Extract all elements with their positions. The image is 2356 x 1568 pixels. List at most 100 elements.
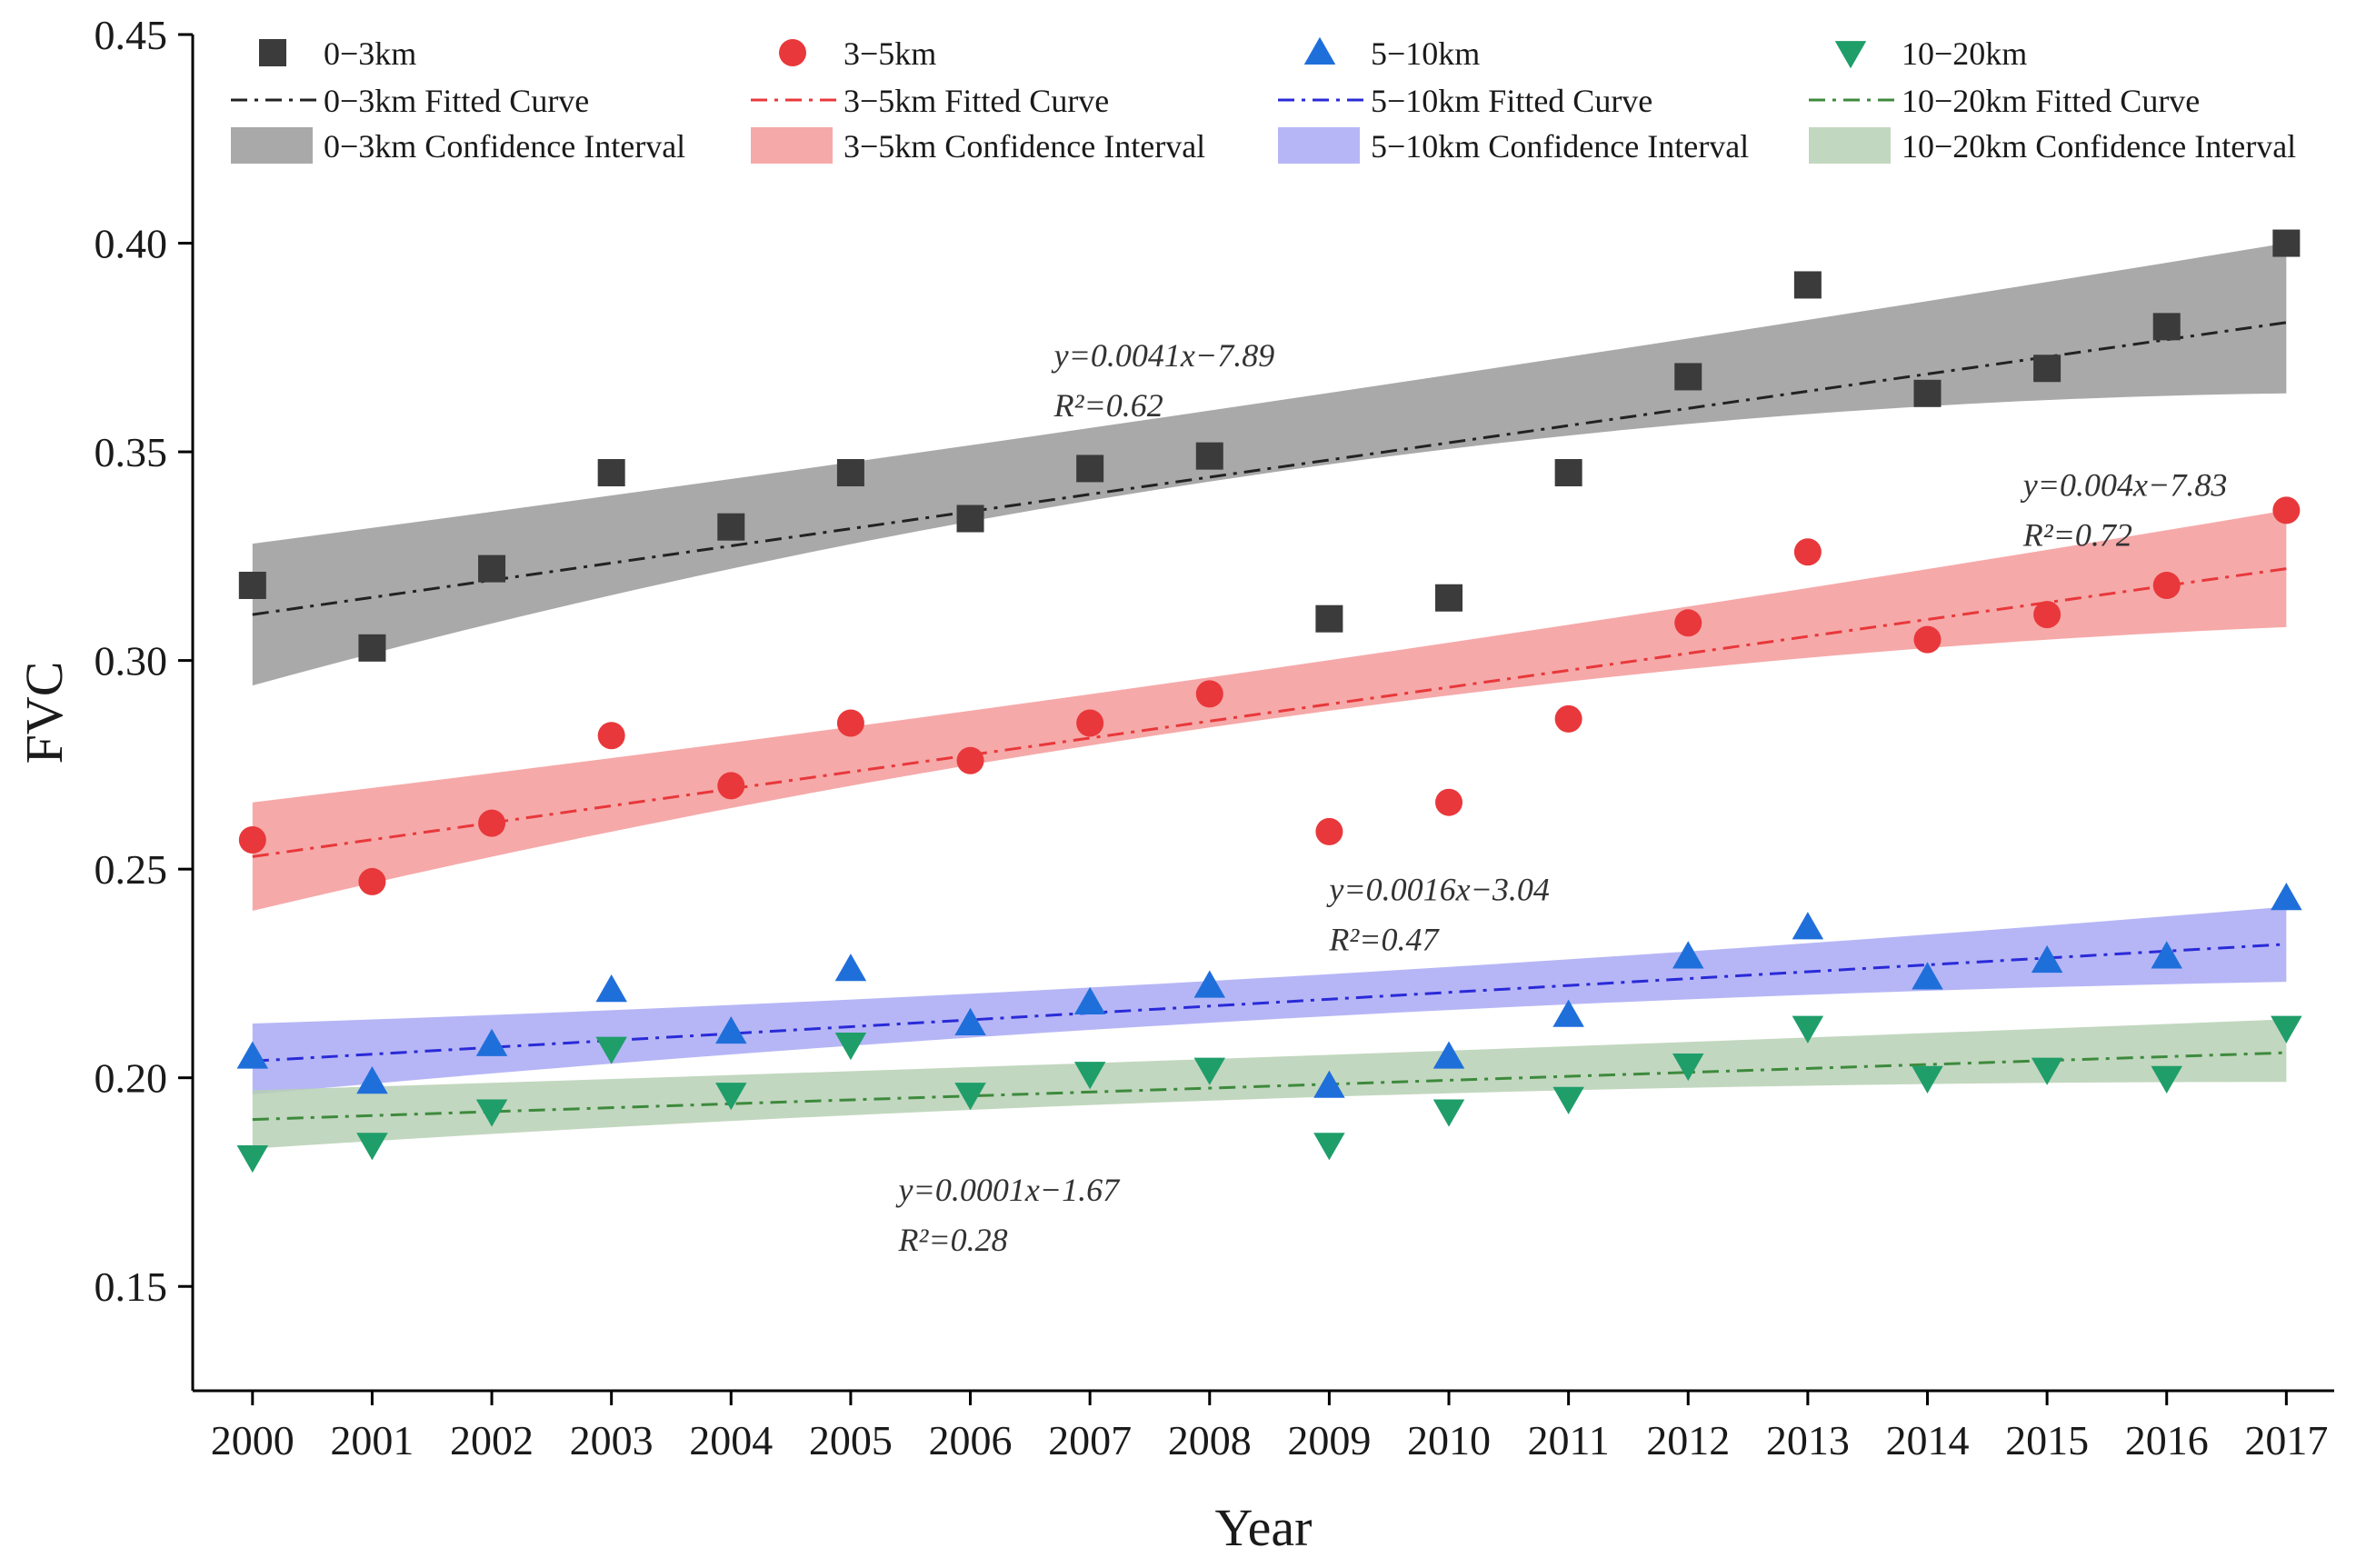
regression-equation-2: y=0.0016x−3.04 (1326, 872, 1550, 908)
point-s0-2009 (1315, 604, 1343, 633)
legend-band-label-0: 0−3km Confidence Interval (324, 128, 685, 165)
point-s3-2011 (1552, 1086, 1584, 1114)
x-tick-label: 2007 (1048, 1417, 1132, 1463)
point-s2-2010 (1433, 1041, 1465, 1069)
x-tick-label: 2009 (1287, 1417, 1371, 1463)
regression-equation-1: y=0.004x−7.83 (2021, 466, 2228, 503)
x-axis-title: Year (1215, 1498, 1313, 1557)
x-tick-label: 2014 (1885, 1417, 1969, 1463)
point-s2-2006 (954, 1007, 986, 1035)
point-s0-2010 (1435, 584, 1463, 612)
x-tick-label: 2010 (1407, 1417, 1491, 1463)
point-s0-2008 (1195, 442, 1223, 470)
point-s3-2014 (1912, 1065, 1943, 1094)
legend-band-swatch-0 (231, 127, 313, 164)
point-s3-2004 (715, 1083, 747, 1111)
legend-fit-label-1: 3−5km Fitted Curve (844, 83, 1109, 119)
point-s2-2002 (475, 1028, 508, 1056)
point-s2-2012 (1672, 941, 1704, 969)
point-s3-2003 (595, 1036, 627, 1064)
point-s1-2017 (2272, 496, 2301, 524)
point-s3-2001 (356, 1133, 388, 1161)
point-s3-2016 (2151, 1065, 2182, 1094)
x-tick-label: 2004 (689, 1417, 773, 1463)
confidence-bands (252, 243, 2287, 1149)
point-s2-2000 (236, 1041, 269, 1069)
point-s2-2001 (356, 1066, 388, 1094)
x-tick-label: 2000 (211, 1417, 294, 1463)
point-s2-2008 (1193, 970, 1226, 998)
point-s1-2000 (238, 826, 266, 854)
legend-fit-label-3: 10−20km Fitted Curve (1902, 83, 2200, 119)
point-s2-2007 (1073, 986, 1106, 1014)
x-tick-label: 2005 (809, 1417, 893, 1463)
y-tick-label: 0.35 (95, 429, 168, 475)
point-s2-2003 (595, 974, 627, 1003)
point-s1-2005 (836, 709, 864, 737)
point-s1-2004 (717, 772, 745, 800)
r-squared-label-0: R²=0.62 (1053, 387, 1163, 424)
confidence-band-0 (252, 243, 2287, 686)
axes: 0.15 0.20 0.25 0.30 0.35 0.40 0.45 2000 2001 2002… (15, 12, 2334, 1557)
x-tick-label: 2006 (929, 1417, 1013, 1463)
legend-marker-2 (1303, 36, 1336, 65)
x-tick-label: 2001 (330, 1417, 414, 1463)
point-s0-2011 (1554, 459, 1582, 487)
fitted-curve-1 (252, 567, 2287, 858)
point-s0-2003 (597, 459, 625, 487)
point-s0-2013 (1793, 271, 1822, 299)
point-s1-2006 (956, 746, 984, 774)
point-s0-2017 (2272, 229, 2301, 257)
point-s2-2004 (715, 1015, 747, 1044)
x-tick-label: 2016 (2125, 1417, 2209, 1463)
point-s0-2007 (1076, 454, 1104, 483)
point-s2-2005 (834, 954, 867, 982)
fitted-curves (252, 321, 2287, 1122)
point-s2-2011 (1552, 999, 1584, 1027)
regression-equation-3: y=0.0001x−1.67 (896, 1172, 1122, 1208)
legend-marker-1 (779, 39, 806, 66)
point-s1-2010 (1435, 788, 1463, 816)
point-s2-2015 (2031, 944, 2063, 974)
y-tick-label: 0.15 (95, 1263, 168, 1310)
r-squared-label-1: R²=0.72 (2022, 516, 2132, 553)
point-s0-2014 (1913, 379, 1942, 407)
point-s3-2000 (236, 1144, 269, 1174)
x-tick-label: 2002 (450, 1417, 534, 1463)
legend-fit-label-0: 0−3km Fitted Curve (324, 83, 589, 119)
point-s3-2005 (834, 1033, 867, 1061)
point-s1-2009 (1315, 817, 1343, 845)
point-s3-2010 (1433, 1099, 1465, 1127)
confidence-band-1 (252, 510, 2287, 912)
x-tick-label: 2003 (570, 1417, 654, 1463)
y-axis-title: FVC (15, 662, 74, 764)
point-s2-2014 (1912, 962, 1943, 990)
y-tick-label: 0.30 (95, 638, 168, 684)
point-s0-2006 (956, 504, 984, 533)
point-s0-2012 (1674, 363, 1702, 391)
point-s1-2001 (358, 867, 386, 895)
point-s2-2016 (2151, 941, 2182, 969)
legend-marker-3 (1834, 41, 1867, 69)
legend-label-3: 10−20km (1902, 35, 2027, 72)
legend-label-0: 0−3km (324, 35, 416, 72)
point-s3-2012 (1672, 1053, 1704, 1082)
y-tick-label: 0.40 (95, 221, 168, 267)
point-s3-2013 (1792, 1015, 1824, 1044)
point-s1-2016 (2152, 571, 2181, 599)
point-s3-2009 (1313, 1133, 1345, 1161)
x-tick-label: 2011 (1527, 1417, 1609, 1463)
regression-annotations: y=0.0041x−7.89 R²=0.62 y=0.004x−7.83 R²=0.7… (896, 337, 2228, 1258)
point-s3-2006 (954, 1083, 986, 1111)
point-s1-2002 (478, 809, 506, 837)
point-s1-2012 (1674, 609, 1702, 637)
point-s1-2011 (1554, 704, 1582, 733)
legend-band-swatch-3 (1809, 127, 1891, 164)
point-s1-2008 (1195, 680, 1223, 708)
regression-equation-0: y=0.0041x−7.89 (1052, 337, 1275, 374)
fitted-curve-0 (252, 321, 2287, 616)
point-s1-2003 (597, 722, 625, 750)
point-s1-2014 (1913, 625, 1942, 654)
point-s0-2002 (478, 554, 506, 583)
